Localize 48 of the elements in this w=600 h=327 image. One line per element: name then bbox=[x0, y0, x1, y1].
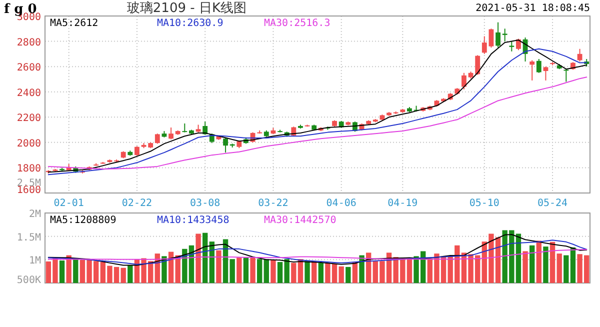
candlestick bbox=[496, 22, 500, 48]
candlestick bbox=[488, 28, 494, 48]
text: 2021-05-31 18:08:45 bbox=[476, 3, 590, 14]
y-tick-label: 2M bbox=[28, 209, 41, 220]
candlestick bbox=[168, 127, 174, 140]
line-series bbox=[48, 248, 588, 260]
y-tick-label: 2600 bbox=[16, 62, 41, 74]
y-tick-label: 1M bbox=[28, 256, 41, 267]
y-tick-label: 1600 bbox=[16, 185, 41, 196]
x-tick-label: 02-22 bbox=[122, 198, 152, 209]
x-tick-label: 05-24 bbox=[537, 198, 568, 209]
text: MA30:1442570 bbox=[264, 215, 336, 226]
text: MA30:2516.3 bbox=[264, 18, 330, 29]
y-tick-label: 500K bbox=[16, 275, 41, 286]
text: MA10:1433458 bbox=[157, 215, 230, 226]
y-tick-label: 1800 bbox=[16, 164, 41, 175]
text: MA5:1208809 bbox=[50, 215, 116, 226]
y-tick-label: 2800 bbox=[16, 37, 41, 48]
candlestick bbox=[462, 72, 466, 90]
candlestick bbox=[516, 38, 521, 51]
candlestick bbox=[154, 133, 160, 144]
chart-title: 玻璃2109 - 日K线图 bbox=[126, 1, 246, 16]
y-tick-label: 1.5M bbox=[16, 232, 41, 244]
candlestick bbox=[509, 40, 514, 52]
candlestick bbox=[223, 138, 228, 154]
x-tick-label: 04-19 bbox=[388, 198, 418, 209]
x-tick-label: 04-06 bbox=[326, 198, 356, 209]
candlestick bbox=[502, 28, 508, 42]
text: MA5:2612 bbox=[50, 18, 98, 29]
candlestick bbox=[577, 48, 582, 62]
candlestick bbox=[543, 66, 548, 81]
candlestick bbox=[475, 54, 480, 76]
candlestick bbox=[530, 60, 535, 81]
candlestick bbox=[482, 36, 487, 54]
line-series bbox=[48, 234, 588, 266]
x-tick-label: 02-01 bbox=[54, 198, 84, 209]
text: MA10:2630.9 bbox=[157, 18, 224, 29]
candlestick bbox=[182, 122, 188, 133]
y-tick-label: 2400 bbox=[16, 88, 41, 99]
x-tick-label: 03-22 bbox=[258, 198, 288, 209]
x-tick-label: 03-08 bbox=[190, 198, 220, 209]
x-tick-label: 05-10 bbox=[469, 198, 500, 209]
candlestick bbox=[536, 58, 542, 74]
candlestick bbox=[134, 146, 140, 156]
candlestick bbox=[564, 68, 569, 82]
line-series bbox=[48, 240, 588, 265]
y-tick-label: 2000 bbox=[16, 138, 41, 150]
y-tick-label: 2200 bbox=[16, 113, 41, 124]
